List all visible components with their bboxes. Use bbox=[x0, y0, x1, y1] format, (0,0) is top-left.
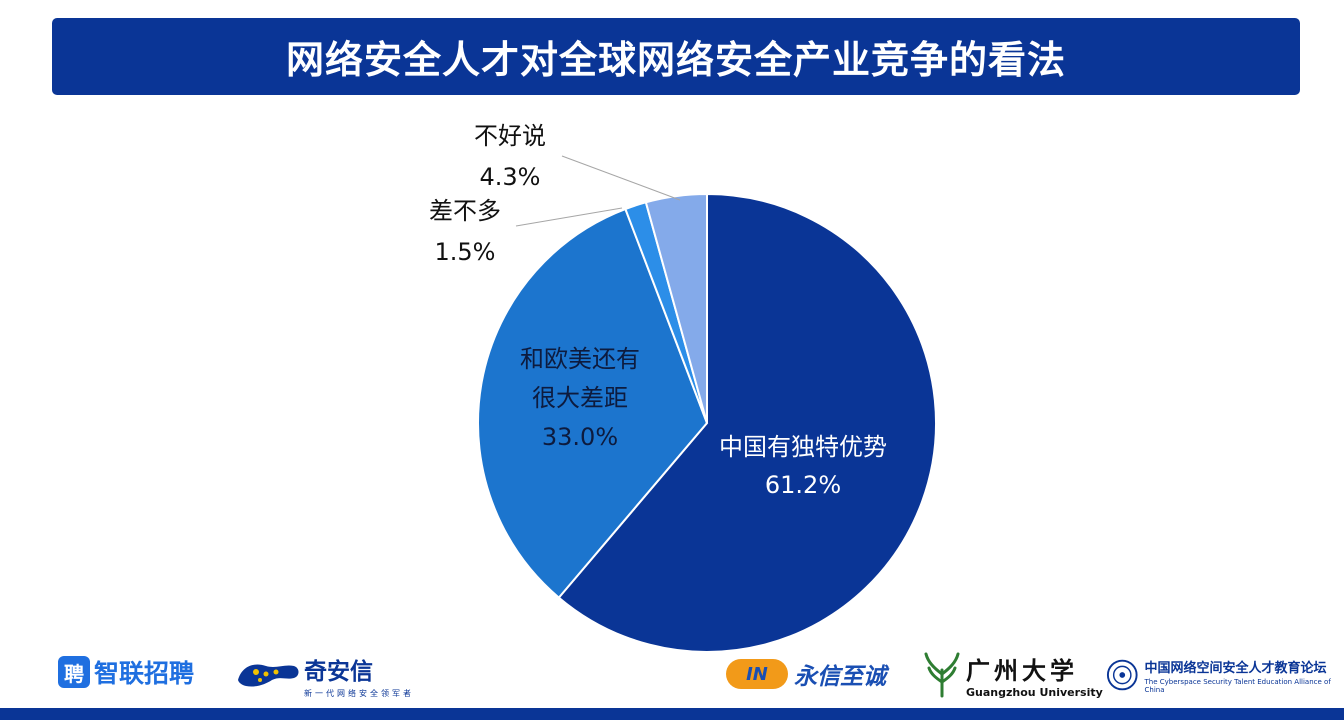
footer-bar bbox=[0, 708, 1344, 720]
qax-leopard-icon bbox=[238, 664, 299, 687]
zhilian-logo: 聘 智联招聘 bbox=[58, 652, 194, 692]
slice-label: 不好说 bbox=[474, 122, 546, 150]
slice-label: 和欧美还有 bbox=[520, 345, 640, 373]
alliance-english-name: The Cyberspace Security Talent Education… bbox=[1144, 677, 1331, 694]
leader-line bbox=[515, 207, 623, 227]
gzu-emblem-icon bbox=[924, 652, 960, 698]
pie-slice bbox=[477, 207, 709, 600]
zhilian-name: 智联招聘 bbox=[94, 659, 195, 688]
chart-title: 网络安全人才对全球网络安全产业竞争的看法 bbox=[285, 38, 1066, 82]
pie-slice bbox=[644, 192, 708, 424]
qax-tagline: 新一代网络安全领军者 bbox=[304, 688, 414, 698]
slice-label: 很大差距 bbox=[532, 384, 628, 412]
gzu-logo: 广州大学 Guangzhou University bbox=[922, 650, 1103, 700]
zhilian-badge-icon: 聘 bbox=[58, 656, 90, 688]
alliance-name: 中国网络空间安全人才教育论坛 bbox=[1144, 660, 1327, 676]
slice-label: 中国有独特优势 bbox=[719, 433, 887, 461]
data-label: 1.5% bbox=[435, 238, 496, 266]
alliance-seal-icon bbox=[1106, 659, 1138, 691]
gzu-english-name: Guangzhou University bbox=[966, 686, 1103, 699]
qax-logo: 奇安信 新一代网络安全领军者 bbox=[236, 650, 414, 700]
qax-name: 奇安信 bbox=[304, 658, 373, 685]
yongxin-badge-icon: IN bbox=[726, 659, 788, 689]
pie-slice bbox=[557, 192, 937, 653]
alliance-logo: 中国网络空间安全人才教育论坛 The Cyberspace Security T… bbox=[1106, 650, 1344, 700]
data-label: 61.2% bbox=[765, 471, 841, 499]
yongxin-logo: IN 永信至诚 bbox=[726, 656, 886, 692]
data-label: 4.3% bbox=[480, 163, 541, 191]
gzu-name: 广州大学 bbox=[966, 656, 1078, 685]
slice-label: 差不多 bbox=[429, 197, 501, 225]
title-banner: 网络安全人才对全球网络安全产业竞争的看法 bbox=[52, 18, 1300, 95]
yongxin-name: 永信至诚 bbox=[794, 664, 886, 690]
leader-line bbox=[561, 155, 681, 201]
data-label: 33.0% bbox=[542, 423, 618, 451]
